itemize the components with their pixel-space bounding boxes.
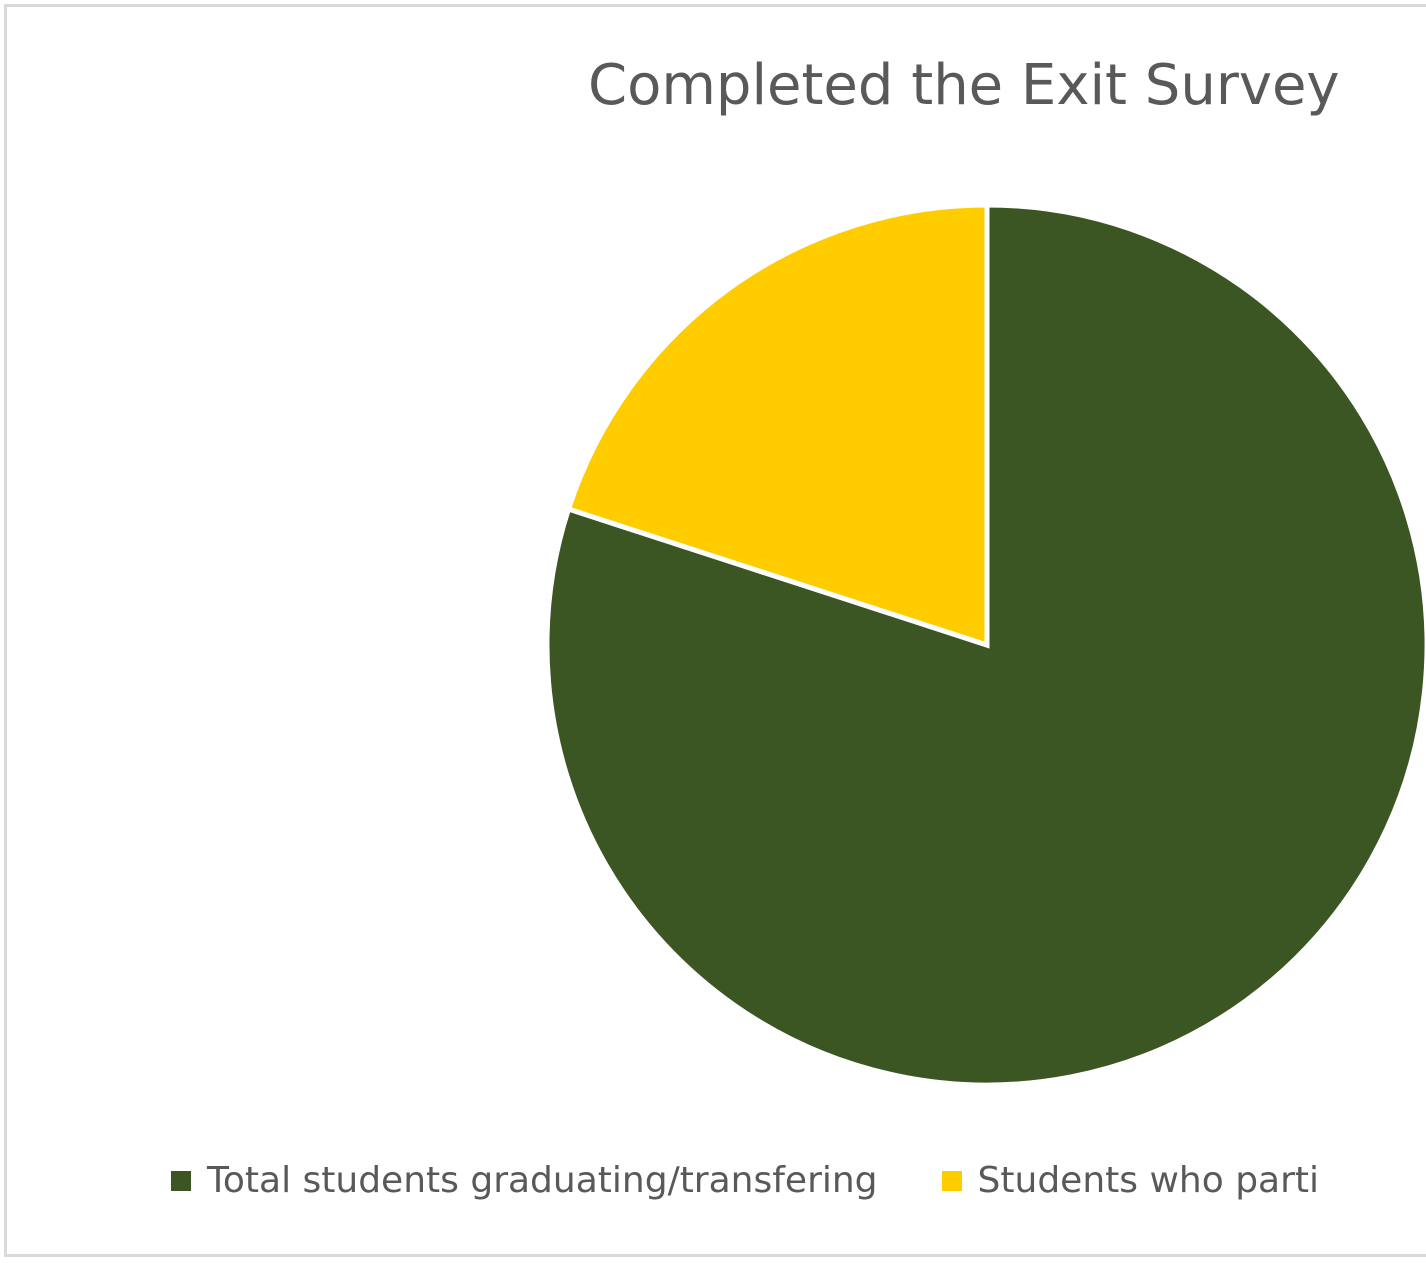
legend-item-participated: Students who parti [941,1160,1320,1201]
legend-swatch-graduating [171,1171,191,1191]
pie-slice-participated [565,202,990,649]
legend: Total students graduating/transfering St… [171,1163,1383,1199]
legend-swatch-participated [941,1171,962,1191]
chart-title: Completed the Exit Survey [588,53,1340,118]
legend-label-graduating: Total students graduating/transfering [207,1160,878,1201]
pie-slices [544,202,1426,1088]
legend-item-graduating: Total students graduating/transfering [171,1163,878,1199]
legend-label-participated: Students who parti [977,1160,1320,1201]
